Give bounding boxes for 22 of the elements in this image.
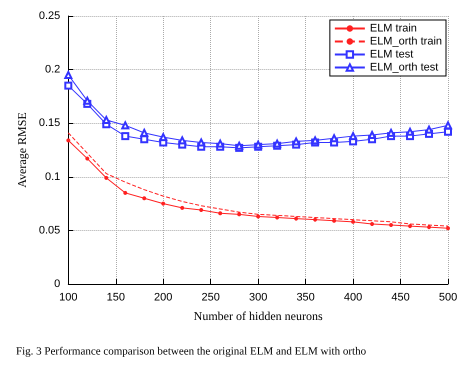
y-tick-label: 0.05 [38,224,60,236]
x-tick-label: 150 [106,292,125,304]
x-tick-label: 400 [344,292,362,304]
y-tick-label: 0.25 [38,10,60,22]
y-tick-label: 0.1 [45,170,60,183]
legend-label: ELM train [370,22,417,34]
x-tick-label: 500 [438,292,458,304]
caption: Fig. 3 Performance comparison between the original ELM and ELM with ortho [16,346,367,358]
y-tick-label: 0.15 [38,117,60,130]
legend-label: ELM_orth train [370,36,442,48]
legend-label: ELM_orth test [370,62,438,74]
x-axis-title: Number of hidden neurons [194,309,323,323]
x-tick-label: 300 [248,292,268,304]
y-axis-title: Average RMSE [15,112,29,188]
x-tick-label: 450 [391,292,410,304]
x-tick-label: 350 [296,292,315,304]
y-tick-label: 0 [54,278,60,290]
x-tick-label: 250 [202,292,220,304]
legend-label: ELM test [370,48,414,60]
x-tick-label: 200 [154,292,172,304]
x-tick-label: 100 [59,292,78,304]
y-tick-label: 0.2 [45,64,60,76]
